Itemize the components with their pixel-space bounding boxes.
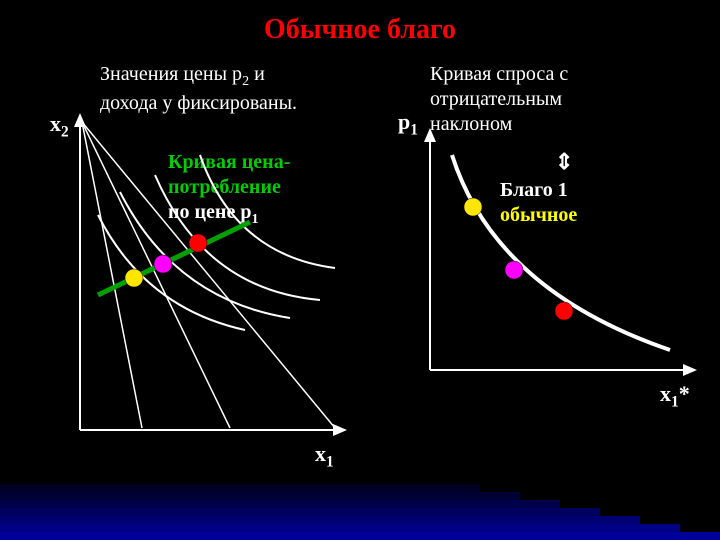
slide-root: { "colors":{ "bg":"#000000", "title":"#f… — [0, 0, 720, 540]
demand-curve — [452, 155, 670, 350]
bottom-stripe-bar — [0, 484, 720, 540]
budget-lines — [82, 122, 335, 428]
indiff-curves — [98, 155, 335, 330]
left-dots — [125, 234, 207, 287]
chart-svg — [0, 0, 720, 540]
